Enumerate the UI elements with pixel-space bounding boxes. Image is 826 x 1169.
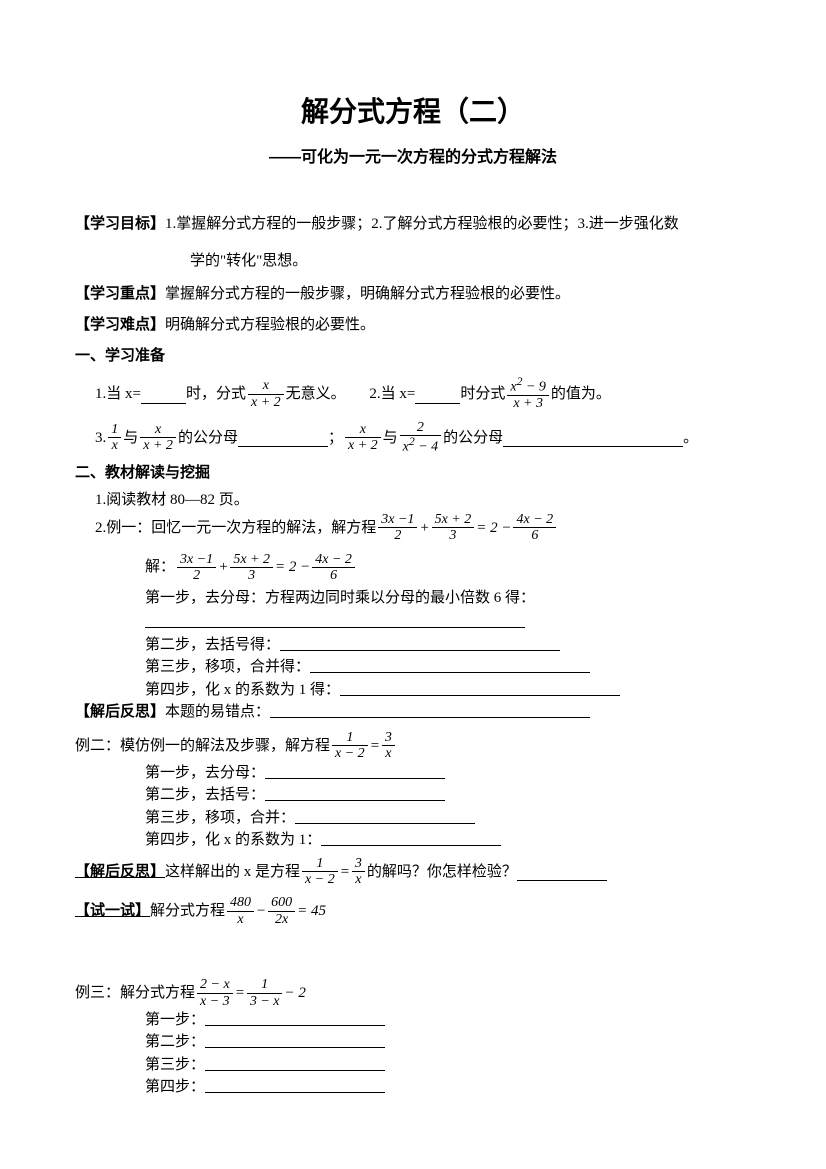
- frac-4x-2-over-6-b: 4x − 26: [312, 552, 355, 584]
- q1-text-a: 1.当 x=: [95, 382, 141, 406]
- frac-480-over-x: 480x: [227, 895, 254, 927]
- step-4: 第四步，化 x 的系数为 1 得：: [75, 679, 751, 702]
- blank-fill[interactable]: [141, 389, 186, 404]
- q1-text-c: 无意义。: [286, 382, 346, 406]
- frac-1-over-x-minus-2: 1x − 2: [332, 730, 368, 762]
- blank-fill[interactable]: [503, 432, 683, 447]
- question-3-row: 3. 1x 与 xx + 2 的公分母 ； xx + 2 与 2x2 − 4 的…: [75, 420, 751, 455]
- learning-keypoint: 【学习重点】掌握解分式方程的一般步骤，明确解分式方程验根的必要性。: [75, 283, 751, 306]
- step-1: 第一步，去分母：方程两边同时乘以分母的最小倍数 6 得：: [75, 587, 751, 610]
- page-subtitle: ——可化为一元一次方程的分式方程解法: [75, 145, 751, 171]
- ex3-intro-text: 例三：解分式方程: [75, 981, 195, 1005]
- q2-text-b: 时分式: [460, 382, 505, 406]
- solution-line: 解： 3x −12 + 5x + 23 = 2 − 4x − 26: [75, 552, 751, 584]
- ex2-step-3: 第三步，移项，合并：: [75, 807, 751, 830]
- q3-b: 的公分母: [178, 426, 238, 450]
- fraction-1-over-x: 1x: [108, 422, 121, 454]
- example-3-intro: 例三：解分式方程 2 − xx − 3 = 13 − x − 2: [75, 977, 751, 1009]
- blank-fill[interactable]: [340, 681, 620, 696]
- ex3-step-3: 第三步：: [75, 1054, 751, 1077]
- reflect1-text: 本题的易错点：: [165, 704, 270, 720]
- blank-fill[interactable]: [415, 389, 460, 404]
- reflect-1: 【解后反思】本题的易错点：: [75, 701, 751, 724]
- frac-5x-2-over-3-b: 5x + 23: [230, 552, 273, 584]
- try-it: 【试一试】 解分式方程 480x − 6002x = 45: [75, 895, 751, 927]
- q2-text-a: 2.当 x=: [369, 382, 415, 406]
- s2-l2-text: 2.例一：回忆一元一次方程的解法，解方程: [95, 516, 376, 540]
- s2-line-1: 1.阅读教材 80—82 页。: [75, 489, 751, 512]
- frac-3-over-x: 3x: [382, 730, 395, 762]
- q1-text-b: 时，分式: [186, 382, 246, 406]
- step-1-blank: [75, 610, 751, 634]
- try-text: 解分式方程: [150, 899, 225, 923]
- fraction-xsq-minus9-over-xplus3: x2 − 9x + 3: [507, 376, 549, 411]
- fraction-x-over-xplus2: xx + 2: [248, 378, 284, 410]
- example-2-intro: 例二：模仿例一的解法及步骤，解方程 1x − 2 = 3x: [75, 730, 751, 762]
- fraction-x-over-xplus2-c: xx + 2: [345, 422, 381, 454]
- blank-fill[interactable]: [145, 613, 525, 628]
- ex3-step-2: 第二步：: [75, 1031, 751, 1054]
- ex2-step-2: 第二步，去括号：: [75, 784, 751, 807]
- q3-num: 3.: [95, 426, 106, 450]
- reflect-label: 【解后反思】: [75, 704, 165, 720]
- blank-fill[interactable]: [310, 658, 590, 673]
- ex3-step-1: 第一步：: [75, 1009, 751, 1032]
- q3-d: 与: [383, 426, 398, 450]
- try-label: 【试一试】: [75, 899, 150, 923]
- question-1-2-row: 1.当 x= 时，分式 xx + 2 无意义。 2.当 x= 时分式 x2 − …: [75, 376, 751, 411]
- ex2-step-1: 第一步，去分母：: [75, 762, 751, 785]
- reflect-label-2: 【解后反思】: [75, 860, 165, 884]
- q3-a: 与: [123, 426, 138, 450]
- ex3-step-4: 第四步：: [75, 1076, 751, 1099]
- ex2-step-4: 第四步，化 x 的系数为 1：: [75, 829, 751, 852]
- blank-fill[interactable]: [265, 764, 445, 779]
- frac-3x-1-over-2: 3x −12: [378, 512, 417, 544]
- s2-line-2: 2.例一：回忆一元一次方程的解法，解方程 3x −12 + 5x + 23 = …: [75, 512, 751, 544]
- learning-goal: 【学习目标】1.掌握解分式方程的一般步骤；2.了解分式方程验根的必要性；3.进一…: [75, 210, 751, 239]
- frac-4x-2-over-6: 4x − 26: [513, 512, 556, 544]
- blank-fill[interactable]: [205, 1078, 385, 1093]
- q3-e: 的公分母: [443, 426, 503, 450]
- reflect-2: 【解后反思】 这样解出的 x 是方程 1x − 2 = 3x 的解吗？你怎样检验…: [75, 856, 751, 888]
- goal-text-a: 1.掌握解分式方程的一般步骤；2.了解分式方程验根的必要性；3.进一步强化数: [165, 216, 679, 232]
- q3-c: ；: [328, 426, 343, 450]
- blank-fill[interactable]: [517, 866, 607, 881]
- ex2-intro-text: 例二：模仿例一的解法及步骤，解方程: [75, 734, 330, 758]
- page-title: 解分式方程（二）: [75, 90, 751, 135]
- q2-text-c: 的值为。: [551, 382, 611, 406]
- step-3: 第三步，移项，合并得：: [75, 656, 751, 679]
- step-2: 第二步，去括号得：: [75, 634, 751, 657]
- goal-label: 【学习目标】: [75, 216, 165, 232]
- section-1-header: 一、学习准备: [75, 344, 751, 368]
- blank-fill[interactable]: [205, 1033, 385, 1048]
- frac-1-over-3-minus-x: 13 − x: [247, 977, 283, 1009]
- keypoint-text: 掌握解分式方程的一般步骤，明确解分式方程验根的必要性。: [165, 286, 570, 302]
- frac-1-over-x-minus-2-b: 1x − 2: [302, 856, 338, 888]
- fraction-2-over-xsq-minus4: 2x2 − 4: [400, 420, 442, 455]
- q3-f: 。: [683, 426, 698, 450]
- keypoint-label: 【学习重点】: [75, 286, 165, 302]
- blank-fill[interactable]: [238, 432, 328, 447]
- frac-2-minus-x-over-x-minus-3: 2 − xx − 3: [197, 977, 233, 1009]
- goal-text-b: 学的"转化"思想。: [75, 247, 751, 276]
- reflect2-b: 的解吗？你怎样检验？: [367, 860, 517, 884]
- frac-5x-2-over-3: 5x + 23: [432, 512, 475, 544]
- frac-3x-1-over-2-b: 3x −12: [177, 552, 216, 584]
- blank-fill[interactable]: [295, 809, 475, 824]
- learning-difficulty: 【学习难点】明确解分式方程验根的必要性。: [75, 314, 751, 337]
- blank-fill[interactable]: [265, 786, 445, 801]
- frac-3-over-x-b: 3x: [352, 856, 365, 888]
- section-2-header: 二、教材解读与挖掘: [75, 461, 751, 485]
- blank-fill[interactable]: [270, 703, 590, 718]
- difficulty-label: 【学习难点】: [75, 317, 165, 333]
- difficulty-text: 明确解分式方程验根的必要性。: [165, 317, 375, 333]
- frac-600-over-2x: 6002x: [268, 895, 295, 927]
- blank-fill[interactable]: [205, 1011, 385, 1026]
- blank-fill[interactable]: [280, 636, 560, 651]
- fraction-x-over-xplus2-b: xx + 2: [140, 422, 176, 454]
- solve-label: 解：: [145, 555, 175, 579]
- blank-fill[interactable]: [205, 1056, 385, 1071]
- blank-fill[interactable]: [321, 831, 501, 846]
- reflect2-a: 这样解出的 x 是方程: [165, 860, 300, 884]
